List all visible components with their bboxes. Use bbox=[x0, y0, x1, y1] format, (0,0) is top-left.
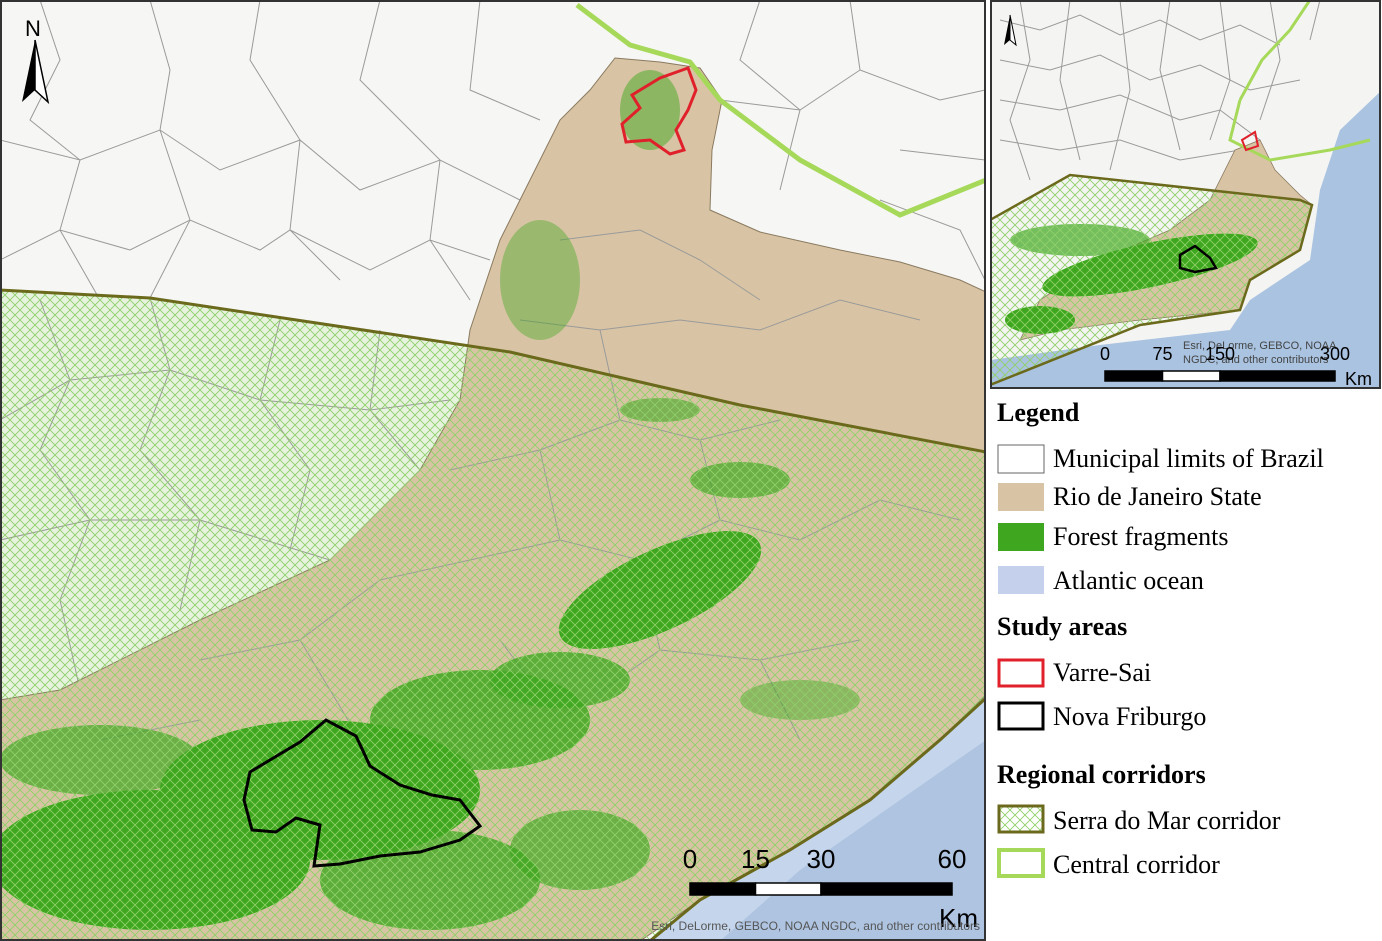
varre-sai-outline bbox=[620, 66, 698, 156]
scale-segment bbox=[754, 882, 822, 896]
inset-nova-friburgo bbox=[1178, 244, 1218, 274]
inset-attribution-1: Esri, DeLorme, GEBCO, NOAA bbox=[1183, 340, 1337, 352]
swatch-state bbox=[998, 483, 1044, 511]
legend-item: Nova Friburgo bbox=[1053, 702, 1206, 731]
scale-label: 150 bbox=[1205, 344, 1235, 364]
central-corridor bbox=[575, 3, 984, 218]
scale-segment bbox=[689, 882, 757, 896]
scale-unit: Km bbox=[1345, 369, 1372, 389]
main-scale-bar: 0 15 30 60 Km bbox=[683, 844, 978, 933]
swatch-municipal bbox=[997, 444, 1045, 474]
scale-label: 300 bbox=[1320, 344, 1350, 364]
inset-map: Esri, DeLorme, GEBCO, NOAA NGDC, and oth… bbox=[992, 2, 1379, 389]
legend-item: Atlantic ocean bbox=[1053, 566, 1204, 595]
legend-item: Rio de Janeiro State bbox=[1053, 482, 1262, 511]
scale-segment bbox=[1161, 370, 1221, 382]
scale-label: 0 bbox=[683, 844, 697, 874]
legend: Legend Municipal limits of Brazil Rio de… bbox=[997, 398, 1324, 879]
north-label: N bbox=[25, 16, 41, 41]
scale-label: 15 bbox=[741, 844, 770, 874]
legend-section-title: Study areas bbox=[997, 612, 1127, 641]
swatch-nova-friburgo bbox=[997, 701, 1045, 731]
scale-segment bbox=[820, 882, 953, 896]
scale-label: 30 bbox=[807, 844, 836, 874]
inset-serra-do-mar bbox=[992, 173, 1314, 386]
inset-north-arrow bbox=[1004, 15, 1010, 45]
north-arrow-left bbox=[22, 40, 35, 102]
scale-label: 60 bbox=[938, 844, 967, 874]
legend-item: Municipal limits of Brazil bbox=[1053, 444, 1324, 473]
legend-section-title: Regional corridors bbox=[997, 760, 1206, 789]
swatch-varre-sai bbox=[997, 658, 1045, 688]
inset-scale-bar: 0 75 150 300 Km bbox=[1100, 344, 1372, 389]
inset-ocean bbox=[992, 92, 1379, 387]
inset-central-corridor bbox=[1228, 2, 1371, 162]
swatch-central-corridor bbox=[997, 848, 1045, 878]
swatch-forest bbox=[998, 523, 1044, 551]
inset-attribution-2: NGDC, and other contributors bbox=[1183, 354, 1329, 366]
legend-title: Legend bbox=[997, 398, 1080, 427]
legend-item: Forest fragments bbox=[1053, 522, 1228, 551]
swatch-ocean bbox=[998, 566, 1044, 594]
inset-frame bbox=[990, 0, 1381, 389]
scale-unit: Km bbox=[939, 903, 978, 933]
municipal-lines bbox=[2, 2, 984, 301]
north-arrow-right bbox=[34, 39, 50, 105]
inset-municipal-lines bbox=[999, 2, 1321, 181]
main-map: N 0 15 30 60 Km Esri, DeLorme, GEBCO, NOAA N… bbox=[2, 2, 984, 939]
legend-item: Central corridor bbox=[1053, 850, 1220, 879]
scale-label: 0 bbox=[1100, 344, 1110, 364]
main-frame bbox=[0, 0, 986, 941]
legend-item: Varre-Sai bbox=[1053, 658, 1151, 687]
nova-friburgo-outline bbox=[242, 718, 483, 868]
scale-segment bbox=[1104, 370, 1164, 382]
inset-north-arrow-right bbox=[1009, 14, 1017, 47]
inset-varre-sai bbox=[1240, 130, 1260, 152]
swatch-serra-do-mar bbox=[997, 804, 1045, 834]
scale-segment bbox=[1219, 370, 1336, 382]
main-attribution: Esri, DeLorme, GEBCO, NOAA NGDC, and oth… bbox=[651, 919, 980, 933]
scale-label: 75 bbox=[1152, 344, 1172, 364]
legend-item: Serra do Mar corridor bbox=[1053, 806, 1281, 835]
